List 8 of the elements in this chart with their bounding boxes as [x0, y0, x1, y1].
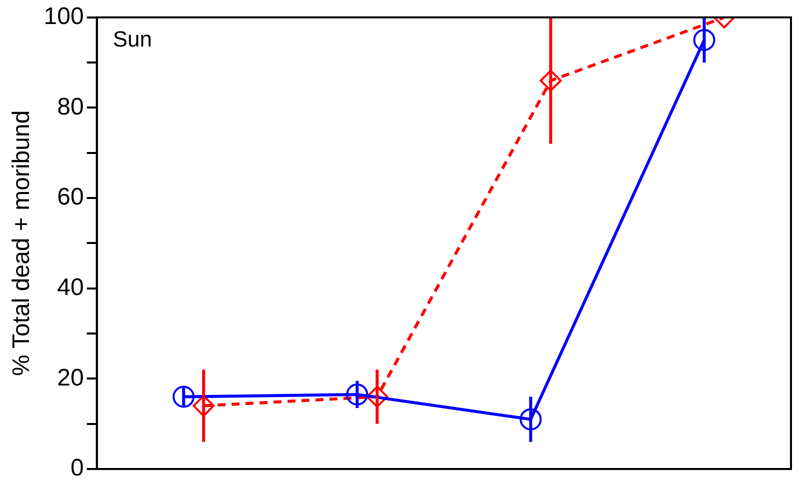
y-tick-label: 40 — [57, 274, 84, 301]
y-tick-label: 60 — [57, 184, 84, 211]
y-tick-label: 80 — [57, 93, 84, 120]
y-axis-title: % Total dead + moribund — [8, 110, 36, 376]
y-tick-label: 0 — [70, 454, 84, 482]
y-tick-label: 20 — [57, 364, 84, 392]
y-tick-label: 100 — [44, 3, 84, 30]
annotation: Sun — [112, 26, 152, 52]
